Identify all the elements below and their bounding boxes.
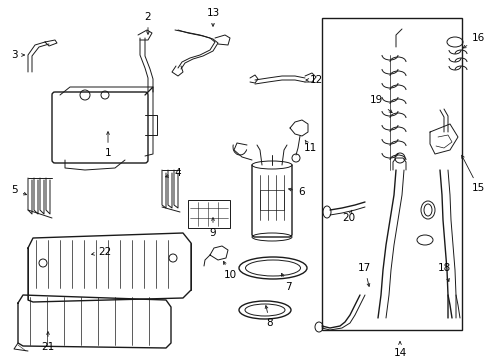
Text: 10: 10 bbox=[223, 261, 236, 280]
Text: 12: 12 bbox=[305, 75, 323, 85]
Text: 7: 7 bbox=[281, 273, 291, 292]
Text: 19: 19 bbox=[369, 95, 391, 113]
Text: 11: 11 bbox=[304, 140, 317, 153]
Text: 8: 8 bbox=[264, 306, 273, 328]
Text: 3: 3 bbox=[11, 50, 24, 60]
Text: 4: 4 bbox=[165, 168, 180, 178]
Text: 22: 22 bbox=[91, 247, 111, 257]
Text: 1: 1 bbox=[104, 132, 111, 158]
Bar bbox=[321, 18, 461, 330]
Text: 13: 13 bbox=[206, 8, 219, 26]
Text: 16: 16 bbox=[462, 33, 484, 48]
Text: 21: 21 bbox=[41, 332, 55, 352]
Text: 15: 15 bbox=[461, 155, 484, 193]
Text: 9: 9 bbox=[209, 218, 216, 238]
Text: 5: 5 bbox=[11, 185, 26, 195]
Text: 17: 17 bbox=[357, 263, 370, 287]
Text: 14: 14 bbox=[392, 342, 406, 358]
Text: 18: 18 bbox=[437, 263, 450, 282]
Bar bbox=[187, 200, 229, 228]
Bar bbox=[260, 190, 284, 210]
Text: 20: 20 bbox=[341, 210, 354, 223]
FancyBboxPatch shape bbox=[52, 92, 148, 163]
Text: 2: 2 bbox=[144, 12, 151, 34]
Text: 6: 6 bbox=[288, 187, 304, 197]
